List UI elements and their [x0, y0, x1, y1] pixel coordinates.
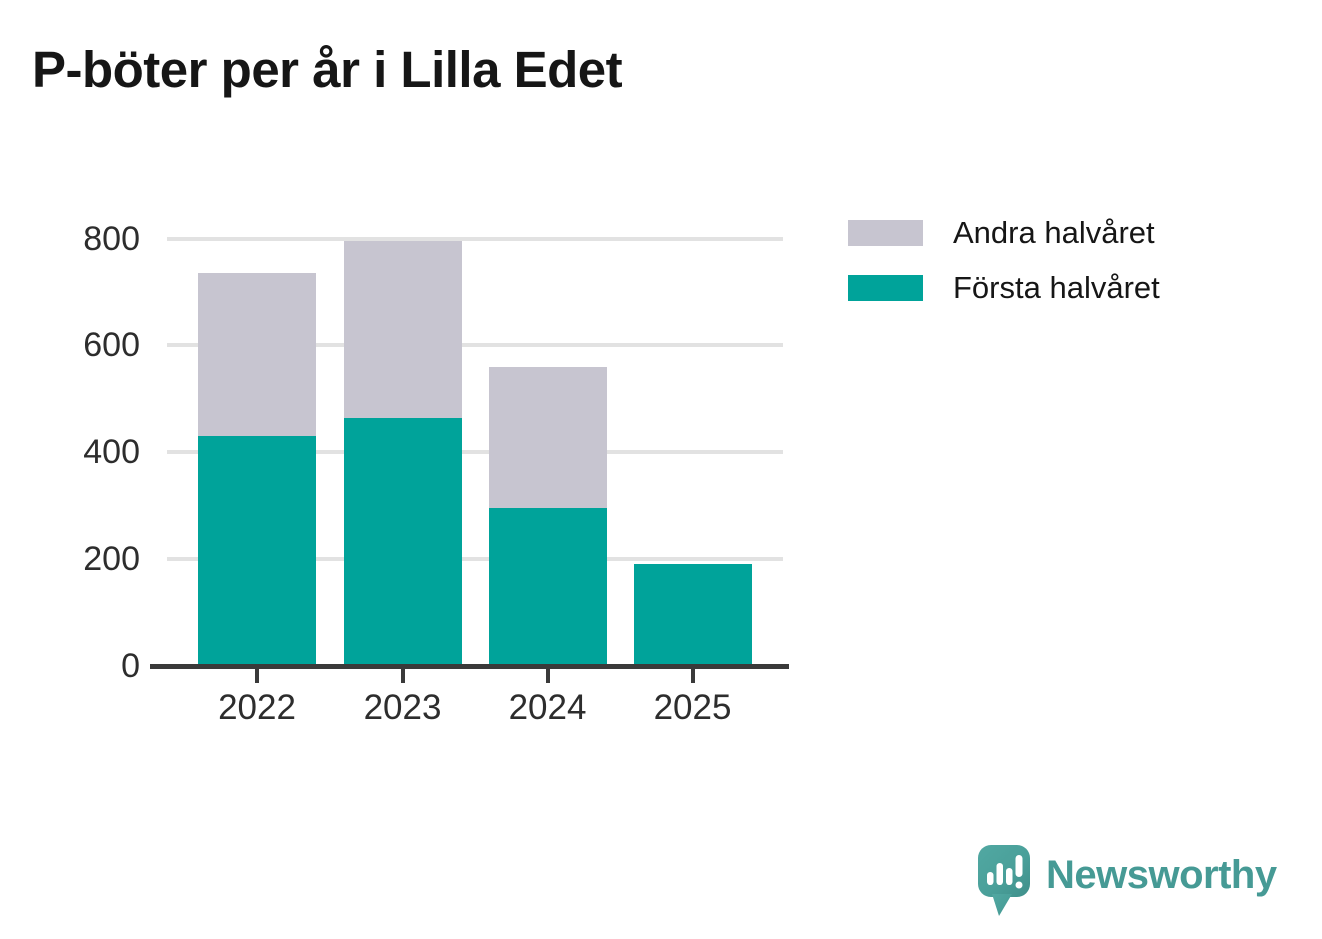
branding: Newsworthy [978, 845, 1308, 925]
y-axis-tick-label: 800 [83, 219, 140, 258]
bar-segment-second-half [343, 241, 462, 418]
x-axis-tick [255, 667, 259, 683]
y-axis-tick-label: 600 [83, 326, 140, 365]
page-title: P-böter per år i Lilla Edet [32, 41, 623, 98]
bar-segment-second-half [198, 273, 316, 437]
x-axis-tick-label: 2023 [363, 688, 442, 727]
legend-swatch [848, 275, 923, 301]
legend-item: Andra halvåret [848, 215, 1160, 250]
y-axis-tick-label: 200 [83, 540, 140, 579]
gridline [167, 343, 783, 348]
bar-segment-second-half [488, 366, 607, 509]
newsworthy-wordmark: Newsworthy [1046, 853, 1277, 897]
y-axis-tick-label: 400 [83, 433, 140, 472]
legend-item: Första halvåret [848, 270, 1160, 305]
newsworthy-logo-icon [978, 845, 1030, 916]
x-axis-line [150, 663, 789, 669]
bar-segment-first-half [633, 564, 752, 666]
x-axis-tick-label: 2025 [653, 688, 732, 727]
x-axis-tick [400, 667, 405, 683]
x-axis-tick [690, 667, 695, 683]
x-axis-tick-label: 2024 [508, 688, 587, 727]
legend: Andra halvåret Första halvåret [848, 215, 1160, 330]
gridline [167, 236, 783, 241]
y-axis-tick-label: 0 [121, 647, 140, 685]
bar-segment-first-half [343, 417, 462, 666]
legend-label: Andra halvåret [953, 215, 1155, 250]
legend-label: Första halvåret [953, 270, 1160, 305]
x-axis-tick [545, 667, 550, 683]
bar-segment-first-half [198, 436, 316, 666]
gridline [167, 450, 783, 455]
x-axis-tick-label: 2022 [218, 688, 296, 727]
legend-swatch [848, 220, 923, 246]
gridline [167, 557, 783, 562]
bar-segment-first-half [488, 508, 607, 666]
